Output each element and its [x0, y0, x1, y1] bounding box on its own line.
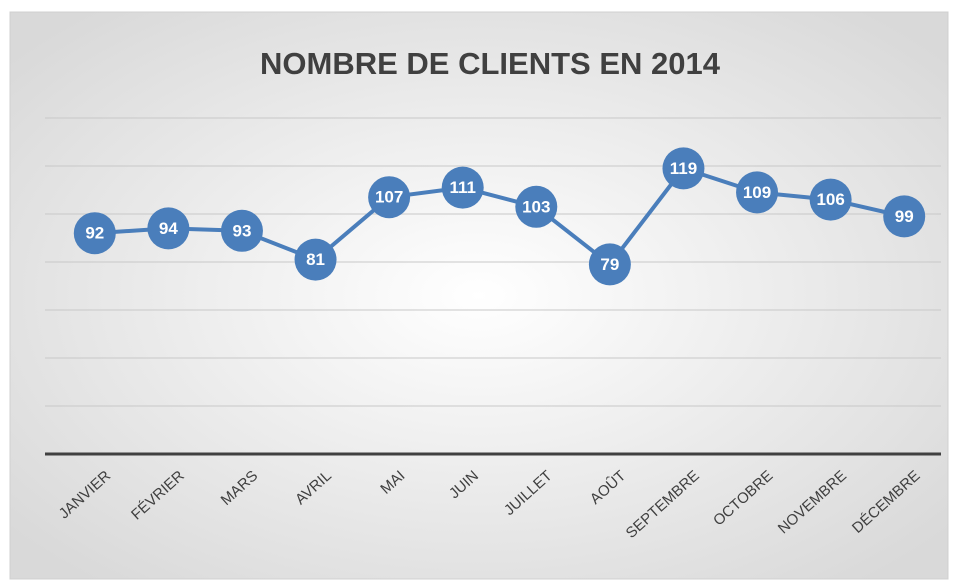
data-point [809, 178, 852, 221]
data-point [588, 243, 631, 286]
data-label: 107 [375, 188, 403, 207]
data-label: 99 [895, 207, 914, 226]
data-label: 79 [600, 255, 619, 274]
data-point [736, 171, 779, 214]
data-point [294, 238, 337, 281]
chart-background [9, 11, 949, 580]
chart-title: NOMBRE DE CLIENTS EN 2014 [260, 46, 721, 81]
data-label: 106 [816, 190, 844, 209]
data-label: 92 [85, 224, 104, 243]
data-point [441, 166, 484, 209]
data-point [662, 147, 705, 190]
data-label: 119 [670, 159, 697, 178]
data-label: 111 [449, 178, 476, 197]
data-point [368, 176, 411, 219]
data-point [73, 212, 116, 255]
data-point [220, 209, 263, 252]
data-label: 81 [306, 250, 325, 269]
data-point [883, 195, 926, 238]
data-label: 93 [232, 221, 251, 240]
data-point [147, 207, 190, 250]
data-point [515, 185, 558, 228]
data-label: 94 [159, 219, 178, 238]
data-label: 109 [743, 183, 771, 202]
data-label: 103 [522, 197, 550, 216]
